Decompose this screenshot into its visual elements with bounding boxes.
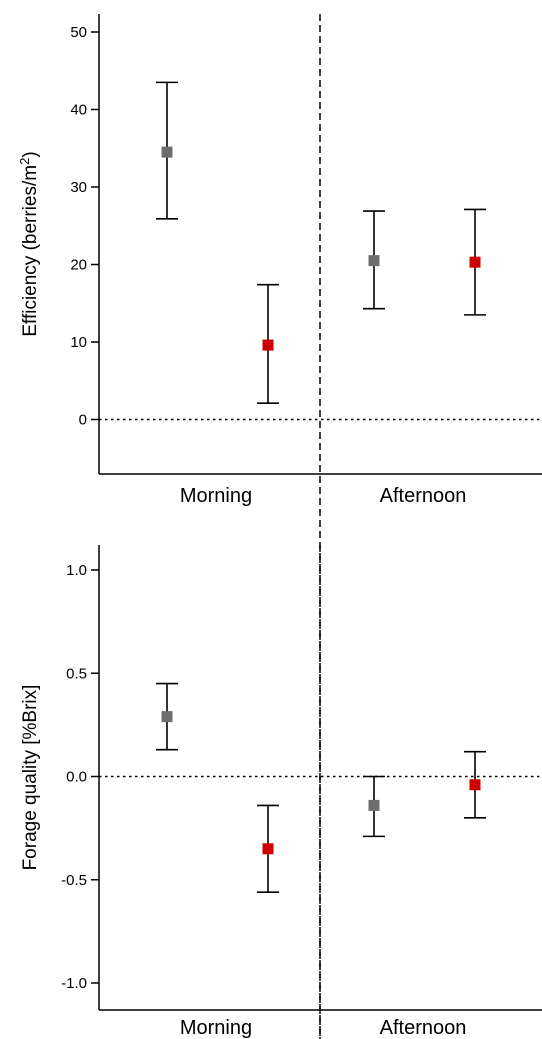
y-tick-label: 0.5 — [66, 665, 87, 682]
x-category-label: Afternoon — [380, 485, 467, 507]
data-point-marker — [161, 146, 173, 158]
data-point-marker — [368, 255, 380, 267]
data-point-group — [156, 682, 178, 751]
y-tick-label: -0.5 — [61, 872, 87, 889]
chart-panel-2: -1.0 -0.5 0.0 0.5 1.0 Morning Afternoon Forage … — [20, 545, 542, 1039]
data-point-marker — [262, 339, 274, 351]
y-tick-label: 10 — [70, 334, 87, 351]
y-tick-label: 40 — [70, 102, 87, 119]
x-category-label: Morning — [180, 1017, 252, 1039]
x-category-label: Morning — [180, 485, 252, 507]
data-point-group — [257, 283, 279, 405]
x-category-label: Afternoon — [380, 1017, 467, 1039]
data-point-group — [464, 208, 486, 316]
y-axis-title: Forage quality [%Brix] — [20, 685, 41, 871]
data-point-group — [363, 210, 385, 310]
y-tick-label: 0.0 — [66, 769, 87, 786]
data-point-marker — [368, 799, 380, 811]
y-tick-label: -1.0 — [61, 975, 87, 992]
data-point-marker — [161, 711, 173, 723]
y-tick-label: 20 — [70, 257, 87, 274]
data-point-group — [156, 81, 178, 220]
y-tick-label: 0 — [79, 412, 87, 429]
y-tick-label: 1.0 — [66, 562, 87, 579]
data-point-group — [464, 750, 486, 819]
chart-panel-1: 0 10 20 30 40 50 Morning Afternoon Efficiency (b… — [17, 14, 542, 1039]
data-point-marker — [469, 779, 481, 791]
y-axis-title: Efficiency (berries/m2) — [17, 151, 42, 336]
y-tick-label: 30 — [70, 179, 87, 196]
data-point-marker — [469, 256, 481, 268]
y-tick-label: 50 — [70, 24, 87, 41]
data-point-group — [363, 775, 385, 838]
data-point-marker — [262, 843, 274, 855]
data-point-group — [257, 804, 279, 893]
